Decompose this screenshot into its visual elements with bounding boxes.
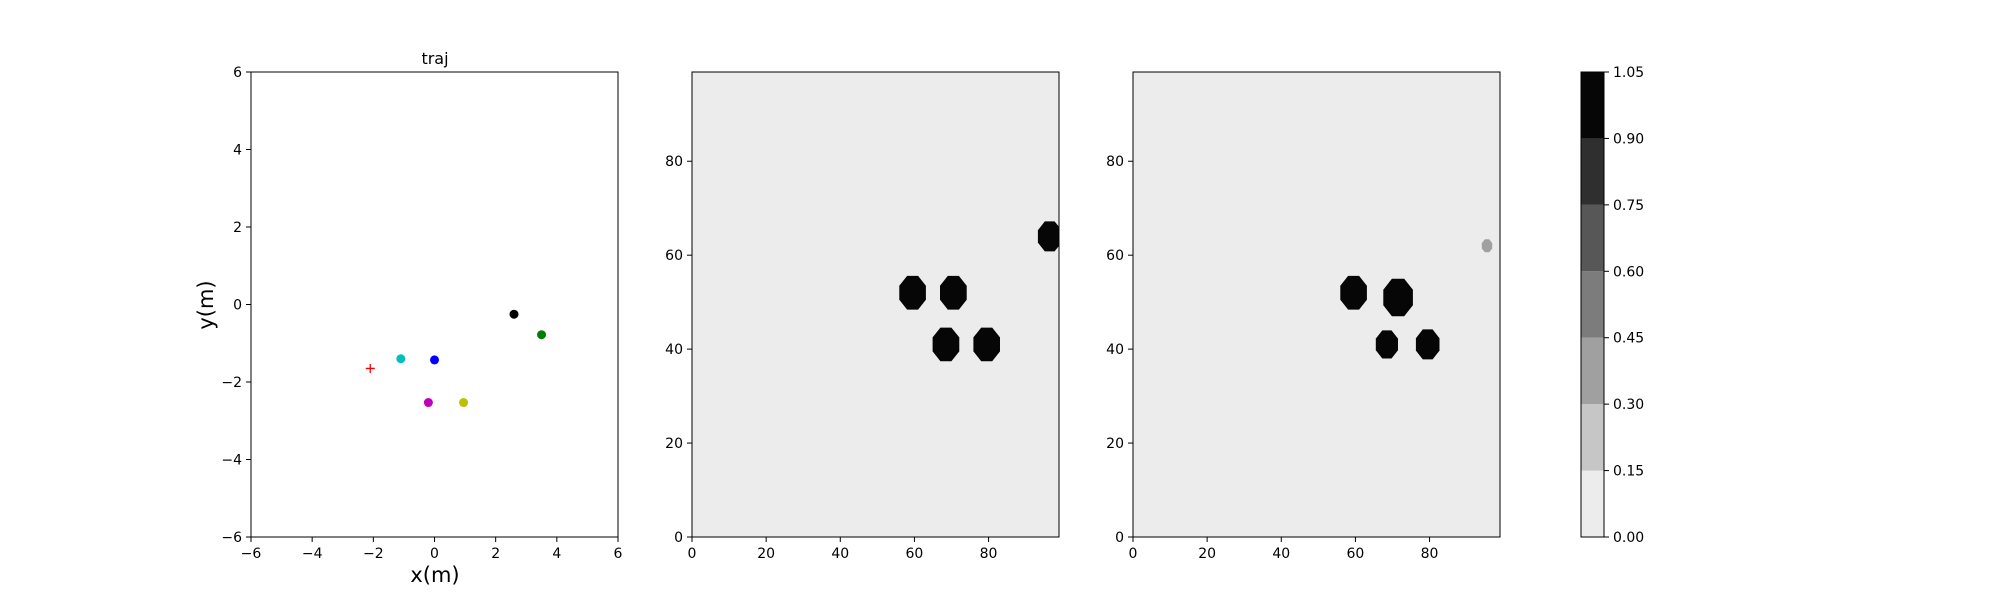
occupancy-blob	[1375, 330, 1398, 359]
traj-title: traj	[421, 49, 448, 68]
data-point	[509, 309, 519, 319]
x-tick-label: 20	[757, 546, 775, 562]
data-point	[423, 398, 433, 408]
y-tick-label: 6	[233, 65, 242, 81]
x-tick-label: 80	[1421, 546, 1439, 562]
y-tick-label: 20	[1106, 436, 1124, 452]
x-tick-label: 60	[1347, 546, 1365, 562]
y-tick-label: 4	[233, 143, 242, 159]
traj-x-ticks: −6 −4 −2 0 2 4 6	[241, 537, 623, 562]
data-point	[396, 354, 406, 364]
occupancy-blob	[899, 275, 926, 310]
colorbar-tick-label: 0.15	[1613, 464, 1644, 480]
colorbar-tick-label: 0.60	[1613, 264, 1644, 280]
x-tick-label: −2	[363, 546, 384, 562]
occupancy-blob	[1415, 329, 1440, 360]
colorbar-ticks: 0.00 0.15 0.30 0.45 0.60 0.75 0.90 1.05	[1604, 65, 1644, 546]
x-tick-label: 2	[491, 546, 500, 562]
colorbar-band	[1581, 337, 1604, 405]
x-tick-label: 0	[688, 546, 697, 562]
x-tick-label: −4	[302, 546, 323, 562]
colorbar-band	[1581, 470, 1604, 537]
map2-background	[1133, 72, 1500, 537]
y-tick-label: 40	[665, 342, 683, 358]
map-panel-1: 0 20 40 60 80 0 20 40 60 80	[665, 71, 1060, 562]
x-tick-label: 40	[1272, 546, 1290, 562]
y-tick-label: −2	[221, 375, 242, 391]
colorbar-band	[1581, 404, 1604, 471]
map-panel-2: 0 20 40 60 80 0 20 40 60 80	[1106, 71, 1501, 562]
x-tick-label: 40	[831, 546, 849, 562]
occupancy-blob	[932, 327, 960, 362]
data-point	[430, 355, 439, 365]
occupancy-blob	[1037, 221, 1059, 252]
x-tick-label: 4	[552, 546, 561, 562]
y-tick-label: 80	[665, 154, 683, 170]
occupancy-blob	[1383, 278, 1413, 317]
colorbar-tick-label: 0.75	[1613, 198, 1644, 214]
traj-panel: traj −6 −4 −2 0 2 4 6 −6 −4 −2 0 2 4 6 x(m) y(m)	[194, 49, 623, 587]
map1-background	[692, 72, 1059, 537]
x-tick-label: 60	[906, 546, 924, 562]
x-tick-label: −6	[241, 546, 262, 562]
map1-axes-frame	[691, 71, 1060, 538]
map1-x-ticks: 0 20 40 60 80	[688, 537, 998, 562]
map1-blobs	[899, 221, 1059, 362]
y-tick-label: 80	[1106, 154, 1124, 170]
y-tick-label: 0	[233, 298, 242, 314]
colorbar-band	[1581, 271, 1604, 338]
x-tick-label: 80	[980, 546, 998, 562]
colorbar-tick-label: 1.05	[1613, 65, 1644, 81]
traj-y-ticks: −6 −4 −2 0 2 4 6	[221, 65, 251, 546]
occupancy-blob	[1340, 275, 1367, 310]
y-tick-label: 0	[674, 530, 683, 546]
map2-blobs	[1340, 239, 1493, 360]
y-tick-label: −6	[221, 530, 242, 546]
data-point-plus	[365, 363, 375, 373]
colorbar: 0.00 0.15 0.30 0.45 0.60 0.75 0.90 1.05	[1580, 65, 1644, 546]
y-tick-label: 40	[1106, 342, 1124, 358]
y-tick-label: 0	[1115, 530, 1124, 546]
y-tick-label: −4	[221, 453, 242, 469]
occupancy-blob	[973, 327, 1000, 362]
x-tick-label: 0	[1129, 546, 1138, 562]
traj-axes-frame	[250, 71, 619, 538]
y-tick-label: 60	[665, 248, 683, 264]
colorbar-tick-label: 0.30	[1613, 397, 1644, 413]
occupancy-blob	[940, 275, 967, 310]
colorbar-band	[1581, 138, 1604, 205]
traj-x-axis-label: x(m)	[410, 563, 459, 587]
y-tick-label: 60	[1106, 248, 1124, 264]
colorbar-frame	[1580, 71, 1605, 538]
map2-x-ticks: 0 20 40 60 80	[1129, 537, 1439, 562]
y-tick-label: 20	[665, 436, 683, 452]
data-point	[459, 398, 469, 408]
colorbar-bands	[1581, 72, 1604, 537]
x-tick-label: 6	[614, 546, 623, 562]
map2-y-ticks: 0 20 40 60 80	[1106, 154, 1133, 546]
map1-y-ticks: 0 20 40 60 80	[665, 154, 692, 546]
colorbar-tick-label: 0.90	[1613, 131, 1644, 147]
data-point	[537, 330, 547, 340]
occupancy-blob	[1481, 239, 1493, 253]
traj-y-axis-label: y(m)	[194, 280, 218, 329]
y-tick-label: 2	[233, 220, 242, 236]
traj-points	[365, 309, 547, 408]
map2-axes-frame	[1132, 71, 1501, 538]
x-tick-label: 20	[1198, 546, 1216, 562]
colorbar-band	[1581, 204, 1604, 272]
colorbar-tick-label: 0.00	[1613, 530, 1644, 546]
colorbar-tick-label: 0.45	[1613, 331, 1644, 347]
x-tick-label: 0	[430, 546, 439, 562]
colorbar-band	[1581, 72, 1604, 139]
